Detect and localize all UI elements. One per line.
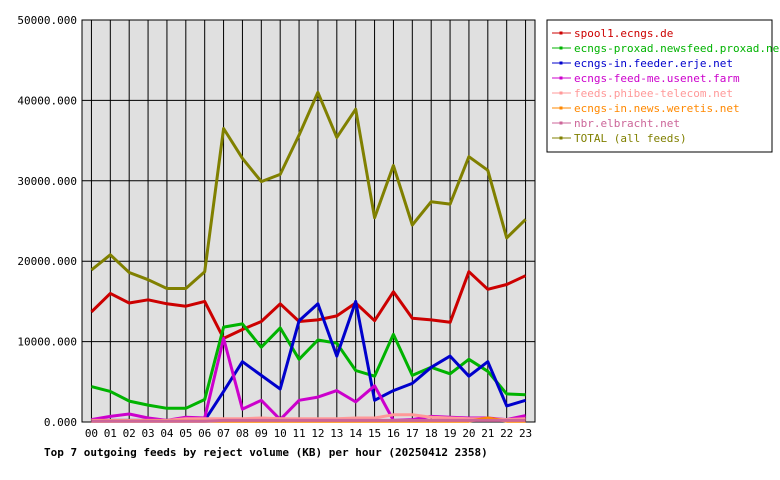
legend-label: spool1.ecngs.de	[574, 27, 673, 40]
legend-swatch-marker	[559, 76, 563, 80]
x-tick-label: 20	[462, 427, 475, 440]
x-tick-label: 03	[141, 427, 154, 440]
plot-area	[81, 19, 536, 423]
x-tick-label: 12	[311, 427, 324, 440]
legend-label: ecngs-proxad.newsfeed.proxad.net	[574, 42, 780, 55]
x-tick-label: 21	[481, 427, 494, 440]
x-tick-label: 18	[425, 427, 438, 440]
series-line-6	[91, 418, 526, 423]
x-tick-label: 17	[406, 427, 419, 440]
chart-title: Top 7 outgoing feeds by reject volume (K…	[44, 446, 488, 459]
legend-swatch-marker	[559, 31, 563, 35]
x-tick-label: 09	[255, 427, 268, 440]
legend-swatch-marker	[559, 121, 563, 125]
y-tick-label: 30000.000	[17, 175, 77, 188]
legend-label: TOTAL (all feeds)	[574, 132, 687, 145]
y-tick-label: 50000.000	[17, 14, 77, 27]
x-tick-label: 01	[104, 427, 117, 440]
legend-label: ecngs-in.news.weretis.net	[574, 102, 740, 115]
y-tick-label: 20000.000	[17, 255, 77, 268]
x-tick-label: 04	[160, 427, 174, 440]
y-tick-label: 0.000	[44, 416, 77, 429]
legend-swatch-marker	[559, 106, 563, 110]
series-line-7	[90, 90, 527, 290]
legend: spool1.ecngs.de ecngs-proxad.newsfeed.pro…	[546, 19, 780, 153]
legend-label: nbr.elbracht.net	[574, 117, 680, 130]
x-tick-label: 13	[330, 427, 343, 440]
legend-label: ecngs-in.feeder.erje.net	[574, 57, 733, 70]
x-tick-label: 05	[179, 427, 192, 440]
x-tick-label: 07	[217, 427, 230, 440]
x-tick-label: 06	[198, 427, 211, 440]
series-line-1	[91, 322, 526, 410]
legend-label: ecngs-feed-me.usenet.farm	[574, 72, 740, 85]
x-tick-label: 19	[443, 427, 456, 440]
x-tick-label: 15	[368, 427, 381, 440]
y-axis: 0.000 10000.000 20000.000 30000.000 40000.00…	[17, 14, 77, 429]
legend-box	[546, 19, 773, 153]
legend-swatch-marker	[559, 91, 563, 95]
y-tick-label: 10000.000	[17, 336, 77, 349]
x-tick-label: 23	[519, 427, 532, 440]
x-tick-label: 02	[123, 427, 136, 440]
legend-label: feeds.phibee-telecom.net	[574, 87, 733, 100]
legend-swatch-marker	[559, 61, 563, 65]
x-tick-label: 14	[349, 427, 363, 440]
x-axis: 00 01 02 03 04 05 06 07 08 09 10 11 12 13 14 15 16 17 18 19…	[85, 427, 532, 440]
x-tick-label: 22	[500, 427, 513, 440]
legend-swatch-marker	[559, 46, 563, 50]
x-tick-label: 11	[292, 427, 305, 440]
x-tick-label: 00	[85, 427, 98, 440]
x-tick-label: 08	[236, 427, 249, 440]
series-layer	[90, 90, 527, 423]
legend-swatch-marker	[559, 136, 563, 140]
series-line-0	[90, 270, 527, 340]
x-tick-label: 10	[274, 427, 287, 440]
y-tick-label: 40000.000	[17, 94, 77, 107]
x-tick-label: 16	[387, 427, 400, 440]
